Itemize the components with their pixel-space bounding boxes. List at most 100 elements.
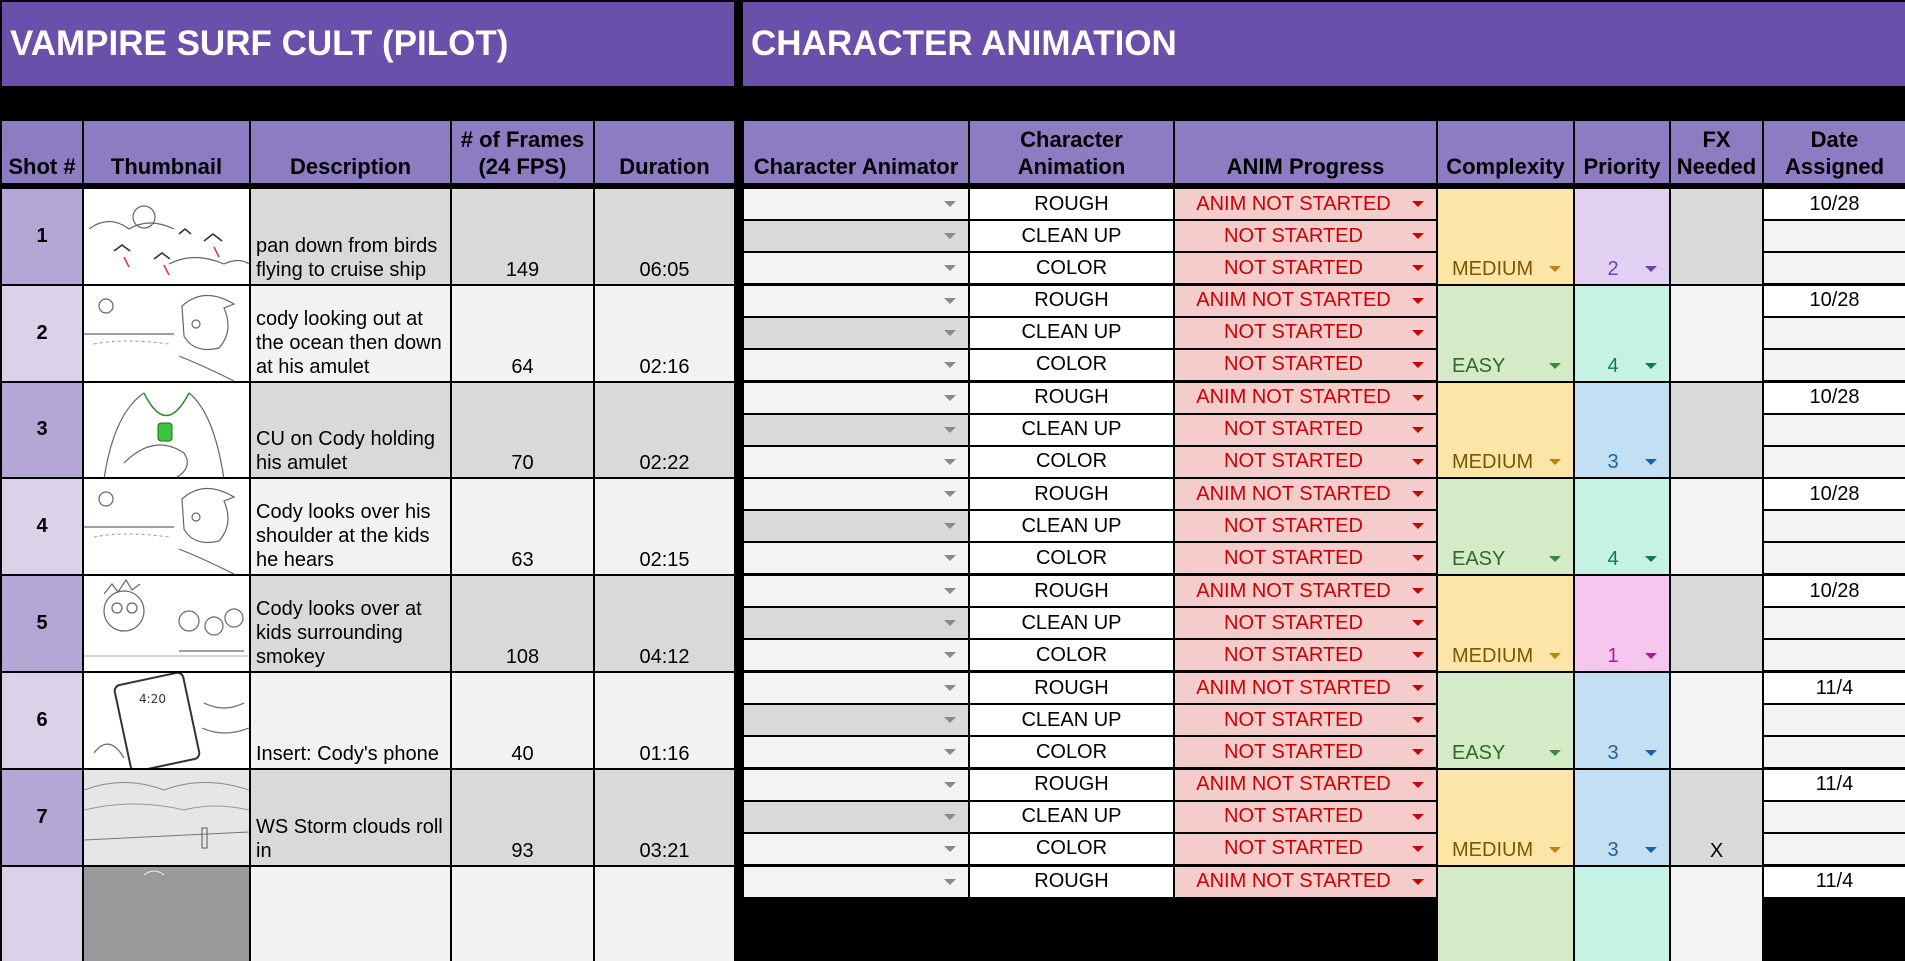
anim-progress-dropdown[interactable]: NOT STARTED (1175, 317, 1436, 348)
date-assigned[interactable] (1764, 833, 1905, 864)
chevron-down-icon[interactable] (944, 394, 956, 401)
chevron-down-icon[interactable] (944, 491, 956, 498)
character-animator-dropdown[interactable] (744, 801, 968, 832)
anim-progress-dropdown[interactable]: ANIM NOT STARTED (1175, 479, 1436, 510)
chevron-down-icon[interactable] (1549, 749, 1561, 756)
header-animator[interactable]: Character Animator (744, 121, 968, 183)
chevron-down-icon[interactable] (1549, 459, 1561, 466)
chevron-down-icon[interactable] (944, 620, 956, 627)
chevron-down-icon[interactable] (1645, 556, 1657, 563)
date-assigned[interactable] (1764, 543, 1905, 574)
date-assigned[interactable] (1764, 608, 1905, 639)
chevron-down-icon[interactable] (944, 233, 956, 239)
shot-number[interactable] (2, 866, 82, 961)
date-assigned[interactable]: 11/4 (1764, 769, 1905, 800)
chevron-down-icon[interactable] (944, 265, 956, 271)
chevron-down-icon[interactable] (1412, 717, 1424, 723)
thumbnail-image[interactable] (84, 866, 249, 961)
character-animator-dropdown[interactable] (744, 349, 968, 380)
chevron-down-icon[interactable] (944, 201, 956, 207)
header-fx-needed[interactable]: FX Needed (1671, 121, 1762, 183)
character-animator-dropdown[interactable] (744, 705, 968, 735)
chevron-down-icon[interactable] (1645, 846, 1657, 853)
anim-progress-dropdown[interactable]: NOT STARTED (1175, 253, 1436, 283)
character-animator-dropdown[interactable] (744, 189, 968, 219)
frame-count[interactable]: 63 (452, 479, 593, 575)
date-assigned[interactable]: 10/28 (1764, 382, 1905, 413)
complexity-dropdown[interactable]: EASY (1438, 285, 1573, 381)
character-animator-dropdown[interactable] (744, 673, 968, 703)
thumbnail-image[interactable] (84, 382, 249, 478)
complexity-dropdown[interactable]: EASY (1438, 673, 1573, 768)
chevron-down-icon[interactable] (1412, 201, 1424, 207)
date-assigned[interactable]: 10/28 (1764, 479, 1905, 510)
character-animator-dropdown[interactable] (744, 479, 968, 510)
chevron-down-icon[interactable] (944, 781, 956, 788)
header-description[interactable]: Description (251, 121, 450, 183)
anim-progress-dropdown[interactable]: ANIM NOT STARTED (1175, 769, 1436, 800)
header-priority[interactable]: Priority (1575, 121, 1669, 183)
frame-count[interactable] (452, 866, 593, 961)
chevron-down-icon[interactable] (1412, 233, 1424, 239)
character-animator-dropdown[interactable] (744, 317, 968, 348)
chevron-down-icon[interactable] (1412, 749, 1424, 755)
date-assigned[interactable] (1764, 705, 1905, 735)
header-character-animation[interactable]: Character Animation (970, 121, 1173, 183)
character-animator-dropdown[interactable] (744, 221, 968, 251)
date-assigned[interactable]: 10/28 (1764, 285, 1905, 316)
chevron-down-icon[interactable] (944, 523, 956, 530)
fx-needed[interactable] (1671, 576, 1762, 671)
fx-needed[interactable] (1671, 866, 1762, 961)
anim-progress-dropdown[interactable]: NOT STARTED (1175, 446, 1436, 477)
header-frames[interactable]: # of Frames (24 FPS) (452, 121, 593, 183)
anim-progress-dropdown[interactable]: NOT STARTED (1175, 221, 1436, 251)
fx-needed[interactable] (1671, 285, 1762, 381)
chevron-down-icon[interactable] (1412, 878, 1424, 885)
shot-description[interactable]: pan down from birds flying to cruise shi… (251, 189, 450, 284)
frame-count[interactable]: 108 (452, 576, 593, 671)
thumbnail-image[interactable] (84, 769, 249, 865)
header-shot[interactable]: Shot # (2, 121, 82, 183)
shot-duration[interactable]: 01:16 (595, 673, 734, 768)
chevron-down-icon[interactable] (944, 426, 956, 433)
shot-duration[interactable] (595, 866, 734, 961)
header-duration[interactable]: Duration (595, 121, 734, 183)
priority-dropdown[interactable]: 3 (1575, 769, 1669, 865)
shot-duration[interactable]: 03:21 (595, 769, 734, 865)
shot-description[interactable]: WS Storm clouds roll in (251, 769, 450, 865)
shot-number[interactable]: 1 (2, 189, 82, 284)
chevron-down-icon[interactable] (1645, 652, 1657, 659)
frame-count[interactable]: 70 (452, 382, 593, 478)
shot-number[interactable]: 4 (2, 479, 82, 575)
chevron-down-icon[interactable] (1412, 845, 1424, 852)
fx-needed[interactable]: X (1671, 769, 1762, 865)
complexity-dropdown[interactable] (1438, 866, 1573, 961)
date-assigned[interactable] (1764, 446, 1905, 477)
chevron-down-icon[interactable] (1412, 781, 1424, 788)
anim-progress-dropdown[interactable]: ANIM NOT STARTED (1175, 673, 1436, 703)
character-animator-dropdown[interactable] (744, 769, 968, 800)
frame-count[interactable]: 64 (452, 285, 593, 381)
date-assigned[interactable] (1764, 349, 1905, 380)
shot-description[interactable]: Cody looks over at kids surrounding smok… (251, 576, 450, 671)
shot-number[interactable]: 2 (2, 285, 82, 381)
shot-duration[interactable]: 04:12 (595, 576, 734, 671)
chevron-down-icon[interactable] (1412, 523, 1424, 530)
chevron-down-icon[interactable] (944, 297, 956, 304)
chevron-down-icon[interactable] (1412, 394, 1424, 401)
frame-count[interactable]: 149 (452, 189, 593, 284)
chevron-down-icon[interactable] (944, 685, 956, 691)
anim-progress-dropdown[interactable]: NOT STARTED (1175, 640, 1436, 671)
chevron-down-icon[interactable] (1412, 685, 1424, 691)
anim-progress-dropdown[interactable]: NOT STARTED (1175, 833, 1436, 864)
frame-count[interactable]: 40 (452, 673, 593, 768)
chevron-down-icon[interactable] (944, 717, 956, 723)
character-animator-dropdown[interactable] (744, 866, 968, 897)
chevron-down-icon[interactable] (1412, 329, 1424, 336)
chevron-down-icon[interactable] (944, 878, 956, 885)
date-assigned[interactable] (1764, 221, 1905, 251)
chevron-down-icon[interactable] (1412, 426, 1424, 433)
fx-needed[interactable] (1671, 382, 1762, 478)
chevron-down-icon[interactable] (1549, 846, 1561, 853)
complexity-dropdown[interactable]: MEDIUM (1438, 576, 1573, 671)
